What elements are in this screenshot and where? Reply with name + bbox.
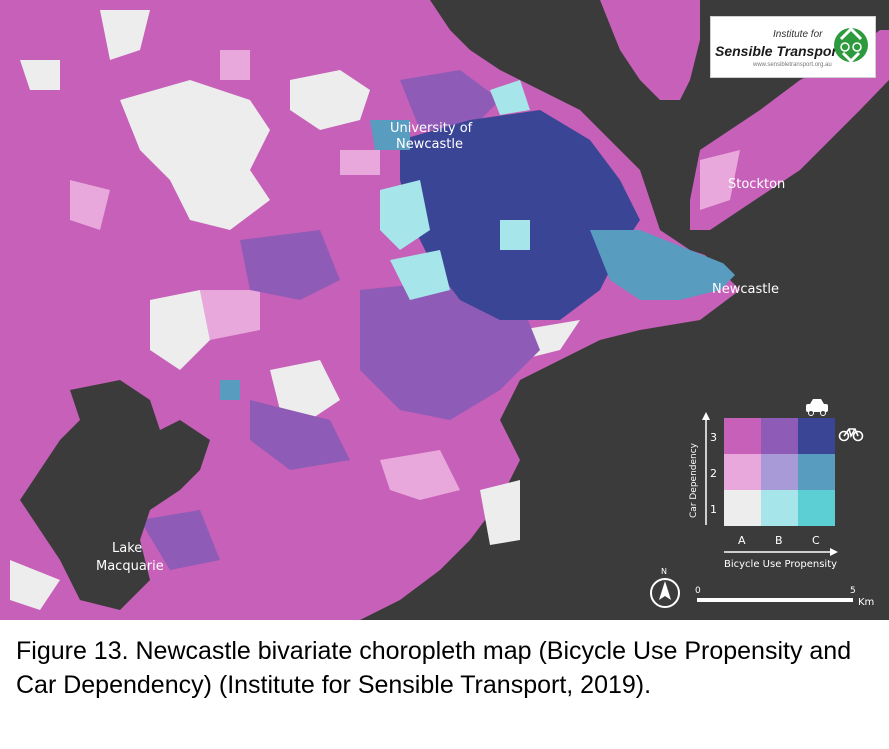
area-1a	[480, 480, 520, 545]
land-stockton	[690, 30, 889, 230]
legend-cell-2c	[798, 454, 835, 490]
area-1b	[490, 80, 530, 115]
legend-y-arrow	[702, 412, 710, 420]
scale-end: 5	[850, 586, 856, 596]
legend-y-title: Car Dependency	[689, 442, 699, 518]
legend-cell-1b	[761, 490, 798, 526]
area-3b	[400, 70, 500, 130]
legend-cell-3a	[724, 418, 761, 454]
area-2a	[380, 450, 460, 500]
legend-x-level-c: C	[812, 534, 820, 547]
legend-cell-3b	[761, 418, 798, 454]
legend-cell-1a	[724, 490, 761, 526]
bivariate-legend: Car Dependency Bicycle Use Propensity 3 …	[689, 399, 864, 570]
area-2c	[220, 380, 240, 400]
label-university-line1: University of	[390, 121, 473, 136]
logo-line-2: Sensible Transport	[715, 43, 842, 59]
area-1b	[380, 180, 430, 250]
area-2c	[370, 120, 410, 150]
area-3b	[140, 510, 220, 570]
logo-url: www.sensibletransport.org.au	[753, 62, 832, 68]
area-1a	[290, 70, 370, 130]
area-2a	[340, 150, 380, 175]
label-university-line2: Newcastle	[396, 137, 463, 152]
area-2a	[700, 150, 740, 210]
area-3b	[240, 230, 340, 300]
legend-x-title: Bicycle Use Propensity	[724, 559, 837, 570]
scale-bar: 0 5 Km	[695, 586, 874, 608]
recycle-bike-icon	[834, 26, 868, 64]
area-2a	[220, 50, 250, 80]
figure-caption: Figure 13. Newcastle bivariate choroplet…	[16, 637, 852, 699]
legend-cell-2b	[761, 454, 798, 490]
legend-x-arrow	[830, 548, 838, 556]
institute-logo: Institute for Sensible Transport www.sen…	[710, 16, 876, 78]
area-3b	[250, 400, 350, 470]
legend-y-level-3: 3	[710, 431, 717, 444]
north-letter: N	[661, 567, 667, 576]
label-newcastle: Newcastle	[712, 282, 779, 297]
area-1b	[390, 250, 450, 300]
legend-cell-3c	[798, 418, 835, 454]
area-1a	[270, 360, 340, 420]
legend-y-level-1: 1	[710, 503, 717, 516]
legend-x-level-a: A	[738, 534, 746, 547]
legend-cell-2a	[724, 454, 761, 490]
area-1a	[150, 290, 210, 370]
legend-x-level-b: B	[775, 534, 783, 547]
area-1a	[20, 60, 60, 90]
area-3c	[400, 110, 640, 320]
area-1b	[500, 220, 530, 250]
area-2a	[70, 180, 110, 230]
lake-macquarie	[20, 380, 210, 610]
label-lake-line2: Macquarie	[96, 559, 164, 574]
bicycle-icon	[838, 428, 864, 442]
area-1a	[120, 80, 270, 230]
legend-y-level-2: 2	[710, 467, 717, 480]
hunter-river	[430, 0, 750, 280]
car-icon	[806, 399, 828, 416]
area-1a	[100, 10, 150, 60]
choropleth-map: University of Newcastle Stockton Newcast…	[0, 0, 889, 620]
area-2a	[200, 290, 260, 340]
legend-cell-1c	[798, 490, 835, 526]
area-1a	[10, 560, 60, 610]
area-2c	[590, 230, 740, 300]
label-lake-line1: Lake	[112, 541, 142, 556]
scale-start: 0	[695, 586, 701, 596]
land-northeast	[600, 0, 700, 100]
north-arrow-icon: N	[650, 567, 680, 608]
scale-unit: Km	[858, 597, 874, 608]
label-stockton: Stockton	[728, 177, 785, 192]
logo-line-1: Institute for	[773, 29, 823, 40]
